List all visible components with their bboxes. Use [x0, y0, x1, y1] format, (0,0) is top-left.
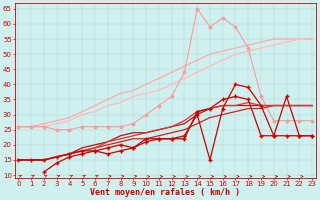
X-axis label: Vent moyen/en rafales ( km/h ): Vent moyen/en rafales ( km/h )	[90, 188, 240, 197]
